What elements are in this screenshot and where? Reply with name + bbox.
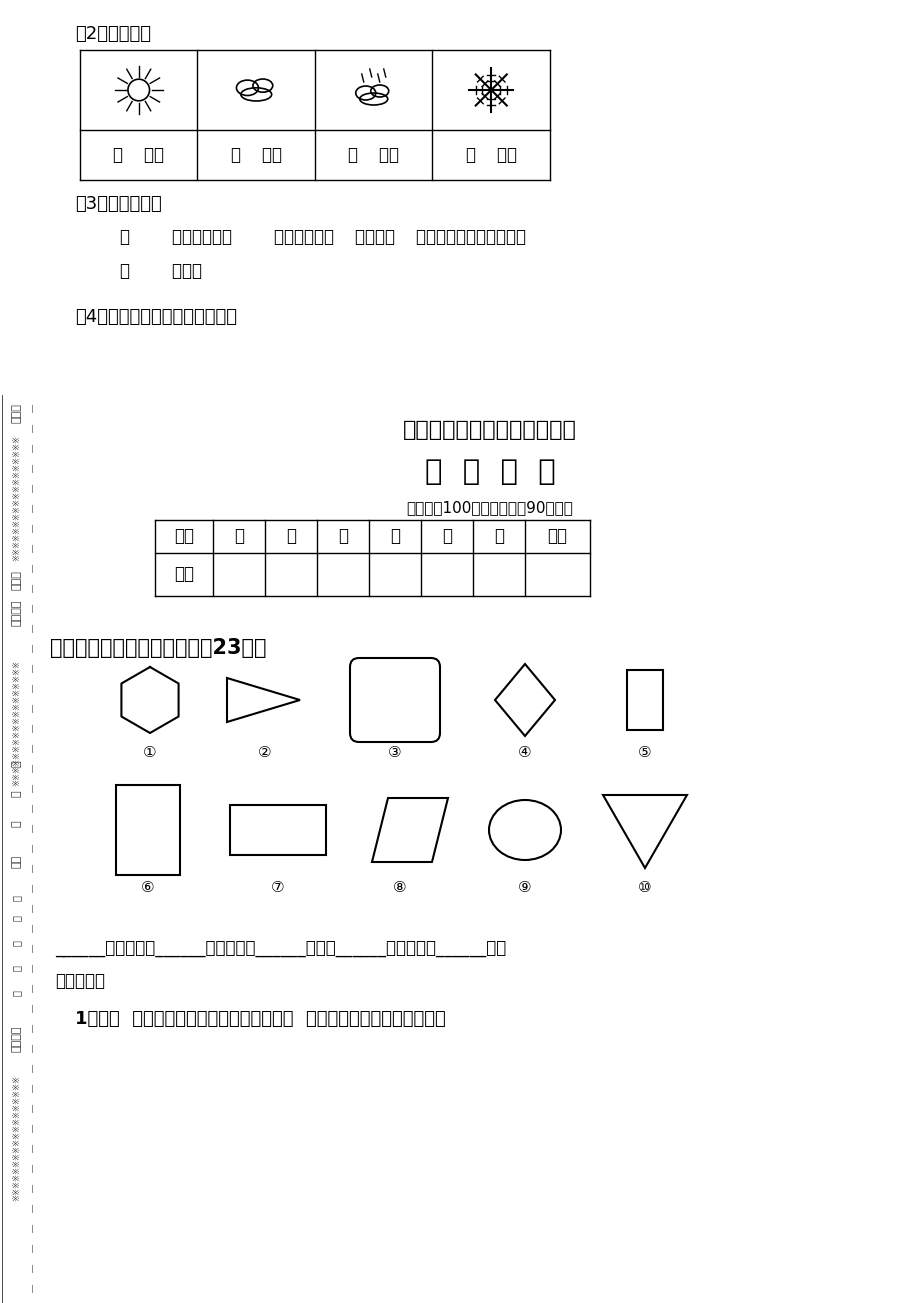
Text: 行四边形。: 行四边形。 bbox=[55, 972, 105, 990]
Text: （4）你还能提出哪些数学问题？: （4）你还能提出哪些数学问题？ bbox=[75, 308, 237, 326]
Text: ⑤: ⑤ bbox=[638, 745, 651, 760]
Text: 四: 四 bbox=[390, 528, 400, 546]
Bar bbox=[116, 784, 180, 876]
Text: 一: 一 bbox=[233, 528, 244, 546]
Text: ※※※※※※※※※※※※※※※※※※: ※※※※※※※※※※※※※※※※※※ bbox=[13, 1075, 21, 1201]
Text: 内: 内 bbox=[12, 915, 22, 921]
Text: 联系电话: 联系电话 bbox=[12, 599, 22, 627]
Text: 重: 重 bbox=[12, 990, 22, 995]
Text: （    ）天: （ ）天 bbox=[465, 146, 516, 164]
Text: 答: 答 bbox=[12, 790, 22, 796]
Text: 得分: 得分 bbox=[174, 566, 194, 584]
Text: 内容: 内容 bbox=[174, 528, 194, 546]
Text: 小学一年级第一单元综合检测: 小学一年级第一单元综合检测 bbox=[403, 420, 576, 440]
Text: （3）回答问题。: （3）回答问题。 bbox=[75, 195, 162, 212]
Text: ⑥: ⑥ bbox=[141, 880, 154, 895]
Text: （    ）天: （ ）天 bbox=[113, 146, 165, 164]
Text: 1、用（  ）根小棒可以摆一个长方形；用（  ）根小棒可以摆一个三角形。: 1、用（ ）根小棒可以摆一个长方形；用（ ）根小棒可以摆一个三角形。 bbox=[75, 1010, 446, 1028]
Bar bbox=[627, 670, 663, 730]
Text: （        ）天最多，（        ）天最少；（    ）天和（    ）天一多。晴天比阴天多: （ ）天最多，（ ）天最少；（ ）天和（ ）天一多。晴天比阴天多 bbox=[119, 228, 526, 246]
Text: 题: 题 bbox=[12, 760, 22, 766]
Bar bbox=[230, 805, 325, 855]
Text: ※※※※※※※※※※※※※※※※※※: ※※※※※※※※※※※※※※※※※※ bbox=[13, 661, 21, 786]
Text: 所在学校: 所在学校 bbox=[12, 1025, 22, 1052]
Text: ④: ④ bbox=[517, 745, 531, 760]
Text: 封: 封 bbox=[12, 966, 22, 971]
Text: （    ）天: （ ）天 bbox=[348, 146, 399, 164]
Text: ⑨: ⑨ bbox=[517, 880, 531, 895]
Text: （2）填一填。: （2）填一填。 bbox=[75, 25, 151, 43]
Text: 五: 五 bbox=[441, 528, 451, 546]
Text: ⑧: ⑧ bbox=[392, 880, 406, 895]
Text: 数  学  试  题: 数 学 试 题 bbox=[425, 457, 555, 486]
Text: ⑦: ⑦ bbox=[271, 880, 285, 895]
Text: ⑩: ⑩ bbox=[638, 880, 651, 895]
Text: （母）: （母） bbox=[12, 403, 22, 423]
Text: 六: 六 bbox=[494, 528, 504, 546]
Text: 一、仔细思考，细心填空。（23分）: 一、仔细思考，细心填空。（23分） bbox=[50, 638, 267, 658]
Text: （        ）天。: （ ）天。 bbox=[119, 262, 202, 280]
Text: 题: 题 bbox=[12, 820, 22, 826]
Text: 总分: 总分 bbox=[547, 528, 567, 546]
Text: ______是长方形，______是正方形，______是圆，______是三角形，______是平: ______是长方形，______是正方形，______是圆，______是三角… bbox=[55, 939, 505, 958]
Text: （父）: （父） bbox=[12, 569, 22, 590]
Text: （    ）天: （ ）天 bbox=[231, 146, 281, 164]
Text: ③: ③ bbox=[388, 745, 402, 760]
Text: 三: 三 bbox=[337, 528, 347, 546]
Text: 级: 级 bbox=[12, 939, 22, 946]
Text: 不: 不 bbox=[12, 895, 22, 900]
Text: （满分为100分，测试时间90分钟）: （满分为100分，测试时间90分钟） bbox=[406, 500, 573, 515]
Text: ※※※※※※※※※※※※※※※※※※: ※※※※※※※※※※※※※※※※※※ bbox=[13, 435, 21, 562]
Text: ②: ② bbox=[258, 745, 271, 760]
Text: 二: 二 bbox=[286, 528, 296, 546]
Text: 班级: 班级 bbox=[12, 855, 22, 868]
Text: ①: ① bbox=[143, 745, 156, 760]
